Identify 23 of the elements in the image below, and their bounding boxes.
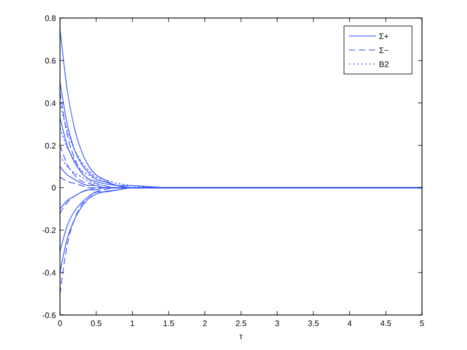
x-tick-label: 0 bbox=[58, 319, 63, 328]
x-tick-label: 4 bbox=[347, 319, 352, 328]
x-tick-label: 3.5 bbox=[308, 319, 320, 328]
y-tick-label: 0.8 bbox=[44, 14, 57, 23]
x-axis-title: τ bbox=[239, 332, 244, 341]
y-tick-label: -0.4 bbox=[42, 268, 57, 278]
y-tick-label: 0.4 bbox=[44, 98, 57, 108]
y-tick-label: 0.2 bbox=[44, 141, 57, 150]
x-tick-label: 5 bbox=[420, 319, 425, 328]
y-tick-label: -0.2 bbox=[42, 226, 57, 236]
y-tick-label: -0.6 bbox=[42, 311, 57, 320]
x-tick-label: 1.5 bbox=[163, 319, 175, 328]
x-tick-label: 2.5 bbox=[235, 319, 248, 328]
x-tick-label: 4.5 bbox=[380, 319, 392, 328]
legend-label: B2 bbox=[379, 60, 390, 69]
x-tick-label: 1 bbox=[130, 319, 136, 328]
legend-label: Σ+ bbox=[379, 32, 389, 41]
x-tick-label: 2 bbox=[202, 319, 208, 328]
legend-label: Σ− bbox=[379, 46, 389, 55]
y-tick-label: 0 bbox=[52, 184, 57, 193]
y-tick-label: 0.6 bbox=[44, 56, 57, 66]
x-tick-label: 0.5 bbox=[90, 319, 102, 328]
x-tick-label: 3 bbox=[274, 319, 280, 328]
